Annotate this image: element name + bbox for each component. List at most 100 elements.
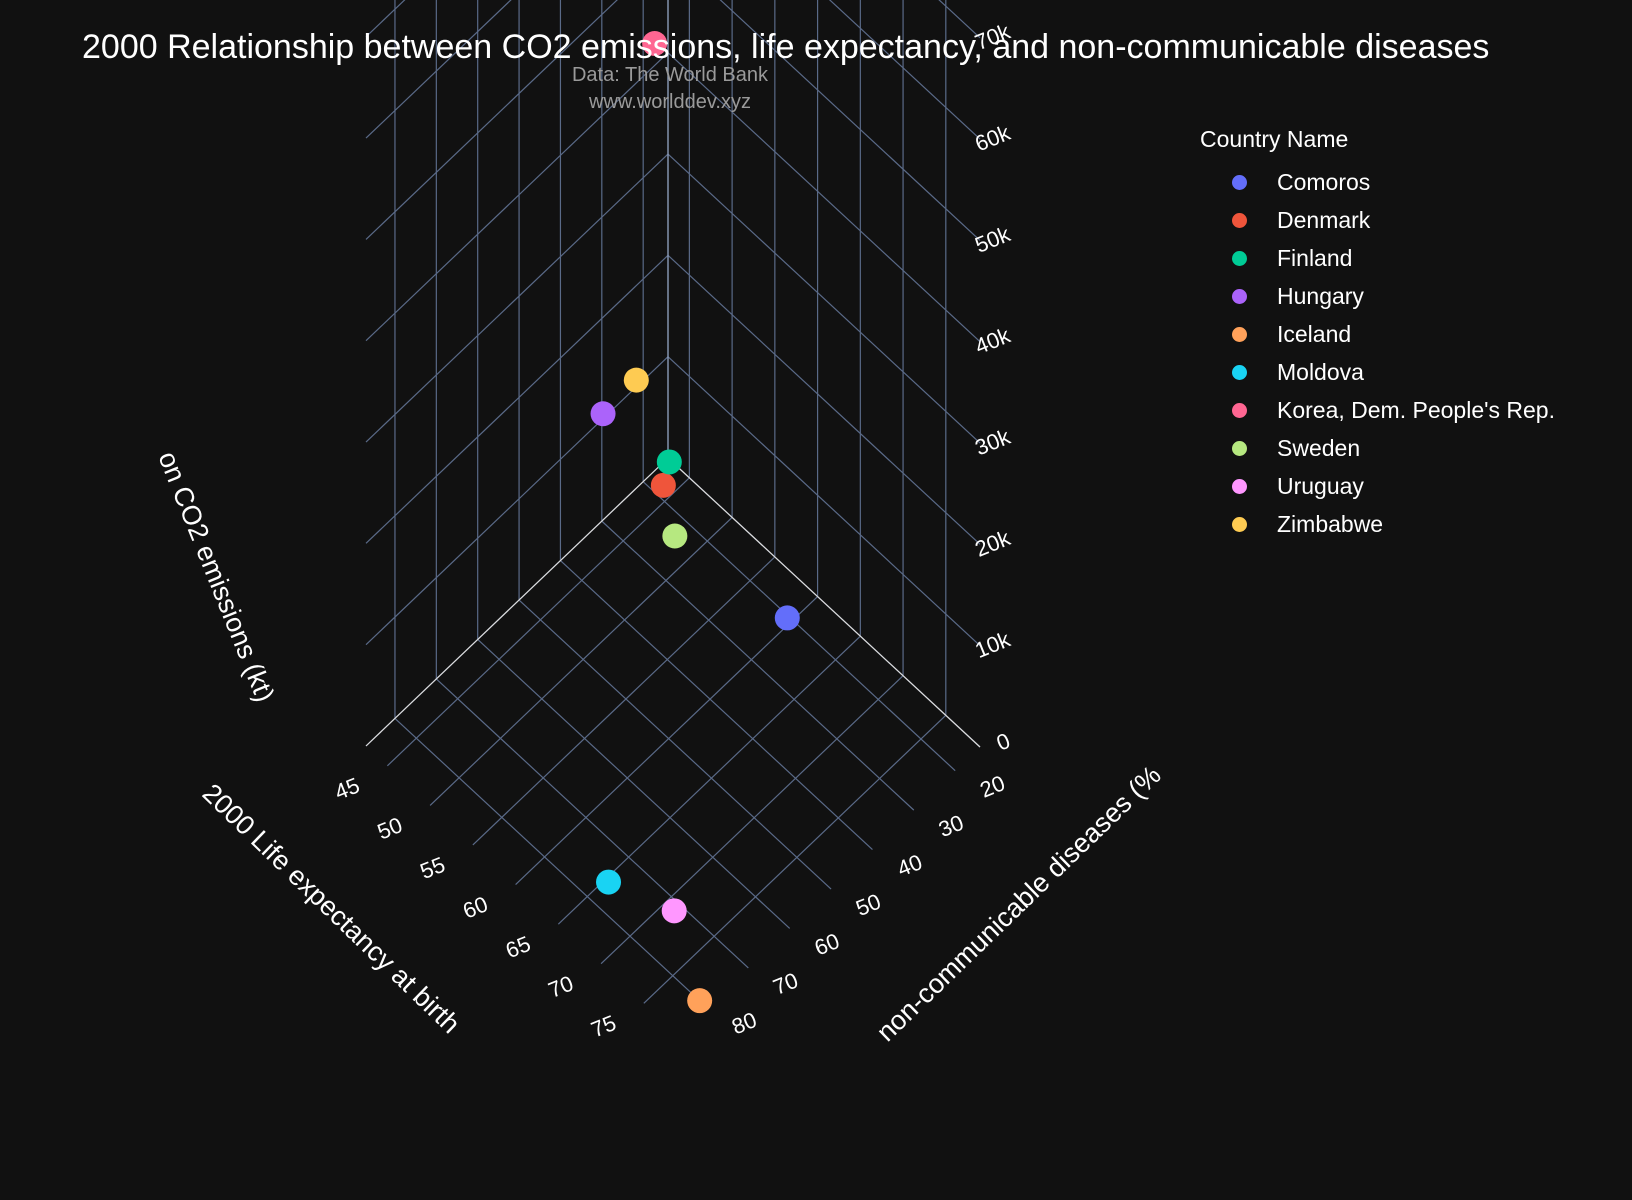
grid-line [386, 477, 690, 767]
legend-item[interactable]: Korea, Dem. People's Rep. [1200, 391, 1555, 429]
legend-label: Zimbabwe [1277, 510, 1384, 537]
axis-edge [667, 457, 981, 748]
y-tick-label: 70 [770, 968, 802, 1000]
y-tick-label: 50 [852, 889, 884, 921]
legend-label: Denmark [1277, 206, 1371, 233]
grid-line [435, 678, 749, 969]
chart-title: 2000 Relationship between CO2 emissions,… [82, 28, 1490, 66]
legend-marker [1232, 478, 1247, 494]
x-tick-label: 70 [545, 970, 577, 1002]
y-tick-label: 40 [894, 849, 926, 881]
grid-line [365, 356, 669, 646]
grid-line [472, 556, 776, 846]
legend-label: Korea, Dem. People's Rep. [1277, 396, 1555, 423]
x-tick-label: 65 [502, 931, 534, 963]
legend-item[interactable]: Hungary [1200, 277, 1555, 315]
z-axis-title: on CO2 emissions (kt) [152, 447, 280, 706]
grid-line [828, 0, 981, 140]
grid-line [365, 0, 512, 139]
grid-line [643, 714, 947, 1004]
grid-line [365, 153, 669, 443]
grid-line [365, 52, 669, 342]
y-tick-label: 60 [811, 928, 843, 960]
legend-marker [1232, 212, 1247, 228]
y-tick-label: 30 [935, 810, 967, 842]
point-finland [656, 449, 682, 475]
subtitle-url: www.worlddev.xyz [589, 91, 751, 113]
legend-marker [1232, 288, 1247, 304]
grid-line [477, 639, 791, 929]
grid-line [518, 599, 832, 890]
point-iceland [687, 988, 713, 1014]
legend-item[interactable]: Sweden [1200, 429, 1555, 467]
x-tick-label: 60 [459, 891, 491, 923]
point-korea-dem-people-s-rep- [642, 31, 668, 57]
y-axis-title: non-communicable diseases (% [871, 760, 1167, 1047]
legend-label: Hungary [1277, 282, 1364, 309]
legend-item[interactable]: Zimbabwe [1200, 505, 1555, 543]
z-tick-label: 20k [971, 525, 1014, 562]
grid-line [601, 520, 915, 811]
z-tick-label: 30k [971, 424, 1014, 461]
grid-line [667, 153, 981, 444]
grid-line [600, 675, 904, 965]
legend-marker [1232, 440, 1247, 456]
point-comoros [774, 605, 800, 631]
legend-label: Finland [1277, 244, 1353, 271]
z-tick-label: 10k [971, 626, 1014, 663]
grid-line [394, 717, 708, 1008]
legend: Country Name Comoros Denmark Finland Hun… [1200, 126, 1555, 543]
legend-marker [1232, 326, 1247, 342]
legend-label: Iceland [1277, 320, 1352, 347]
grid-line [429, 516, 733, 806]
x-tick-label: 45 [331, 773, 363, 805]
chart-subtitle: Data: The World Bank www.worlddev.xyz [525, 62, 815, 116]
point-sweden [662, 523, 688, 549]
legend-label: Comoros [1277, 168, 1371, 195]
legend-marker [1232, 174, 1247, 190]
z-tick-label: 60k [971, 120, 1014, 157]
subtitle-source: Data: The World Bank [571, 64, 769, 86]
grid-line [719, 0, 981, 241]
y-tick-label: 80 [728, 1007, 760, 1039]
legend-label: Sweden [1277, 434, 1361, 461]
points [590, 31, 800, 1014]
y-tick-label: 20 [976, 770, 1008, 802]
z-tick-label: 50k [971, 221, 1014, 258]
x-tick-label: 55 [417, 852, 449, 884]
grid-line [667, 254, 981, 545]
legend-title: Country Name [1200, 126, 1349, 152]
legend-label: Moldova [1277, 358, 1364, 385]
legend-marker [1232, 402, 1247, 418]
legend-marker [1232, 364, 1247, 380]
legend-marker [1232, 250, 1247, 266]
grid-line [365, 254, 669, 544]
grid-line [667, 52, 981, 343]
x-axis-title: 2000 Life expectancy at birth [197, 778, 466, 1039]
legend-item[interactable]: Finland [1200, 239, 1555, 277]
legend-item[interactable]: Uruguay [1200, 467, 1555, 505]
point-uruguay [661, 898, 687, 924]
legend-marker [1232, 516, 1247, 532]
legend-item[interactable]: Comoros [1200, 163, 1555, 201]
z-tick-label: 0 [993, 728, 1014, 756]
point-denmark [650, 472, 676, 498]
point-hungary [590, 401, 616, 427]
axis-edge [365, 457, 669, 747]
point-zimbabwe [623, 367, 649, 393]
legend-item[interactable]: Denmark [1200, 201, 1555, 239]
grid-line [667, 356, 981, 647]
grid-line [365, 0, 618, 240]
grid-line [515, 596, 819, 885]
x-tick-label: 50 [374, 812, 406, 844]
grid-layer [365, 0, 981, 1008]
legend-item[interactable]: Moldova [1200, 353, 1555, 391]
z-tick-label: 40k [971, 322, 1014, 359]
grid-line [642, 481, 956, 772]
legend-item[interactable]: Iceland [1200, 315, 1555, 353]
x-tick-label: 75 [587, 1010, 619, 1042]
legend-label: Uruguay [1277, 472, 1364, 499]
point-moldova [596, 869, 622, 895]
grid-line [560, 560, 873, 851]
